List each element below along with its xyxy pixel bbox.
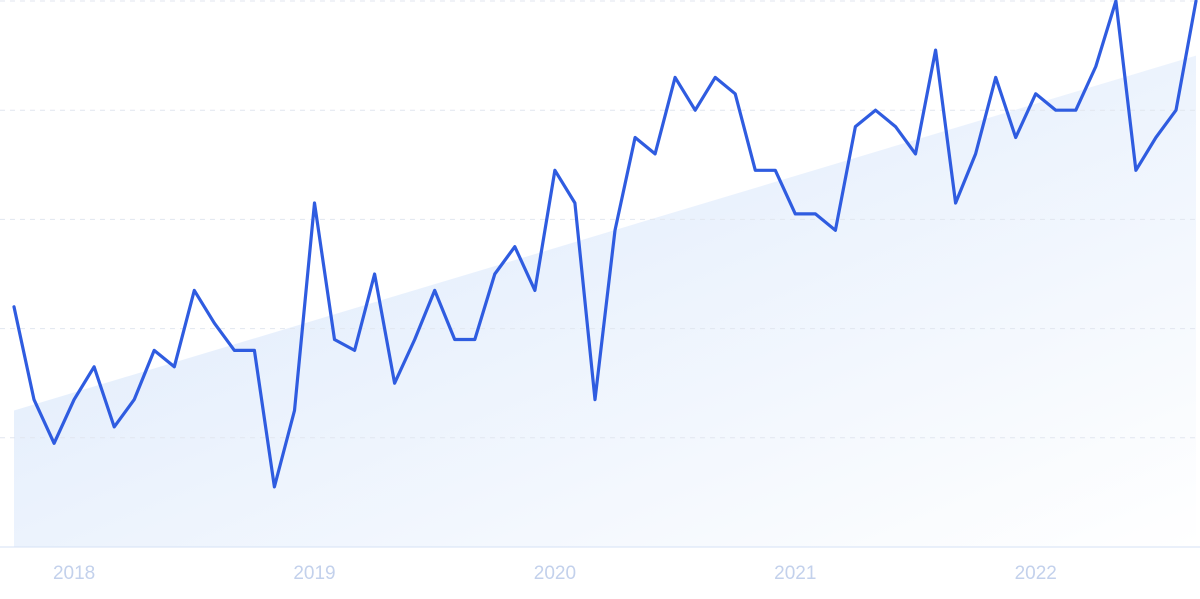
x-tick-label: 2021 [774,563,816,584]
data-line [12,0,1198,489]
x-tick-label: 2019 [293,563,335,584]
x-tick-label: 2018 [53,563,95,584]
x-tick-label: 2020 [534,563,576,584]
x-tick-label: 2022 [1015,563,1057,584]
trend-area [14,55,1196,547]
